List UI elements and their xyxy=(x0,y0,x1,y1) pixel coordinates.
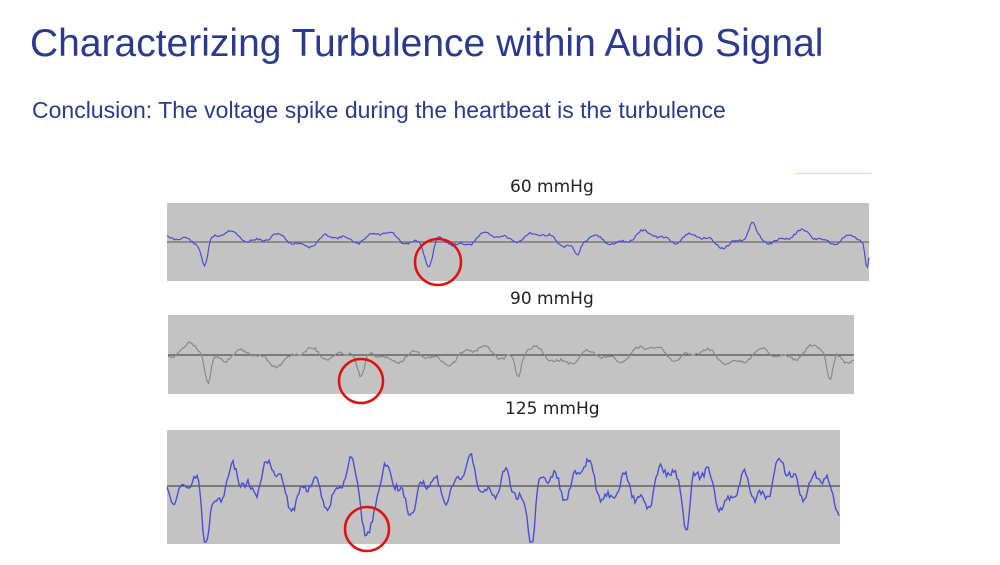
waveform-plot-90 xyxy=(167,341,854,385)
panel-label-125: 125 mmHg xyxy=(505,399,600,419)
slide-title: Characterizing Turbulence within Audio S… xyxy=(30,22,824,65)
decorative-accent-line xyxy=(795,173,871,174)
panel-label-60: 60 mmHg xyxy=(510,177,594,197)
waveform-trace-60 xyxy=(166,221,870,270)
waveform-plot-125 xyxy=(166,452,840,543)
waveform-panel-60 xyxy=(166,203,870,281)
waveform-trace-125 xyxy=(166,452,840,543)
waveform-trace-90 xyxy=(167,341,854,385)
waveform-plot-60 xyxy=(166,221,870,270)
waveform-panel-90 xyxy=(167,315,854,394)
panel-label-90: 90 mmHg xyxy=(510,289,594,309)
waveform-panel-125 xyxy=(166,430,840,544)
slide-subtitle: Conclusion: The voltage spike during the… xyxy=(32,97,726,123)
